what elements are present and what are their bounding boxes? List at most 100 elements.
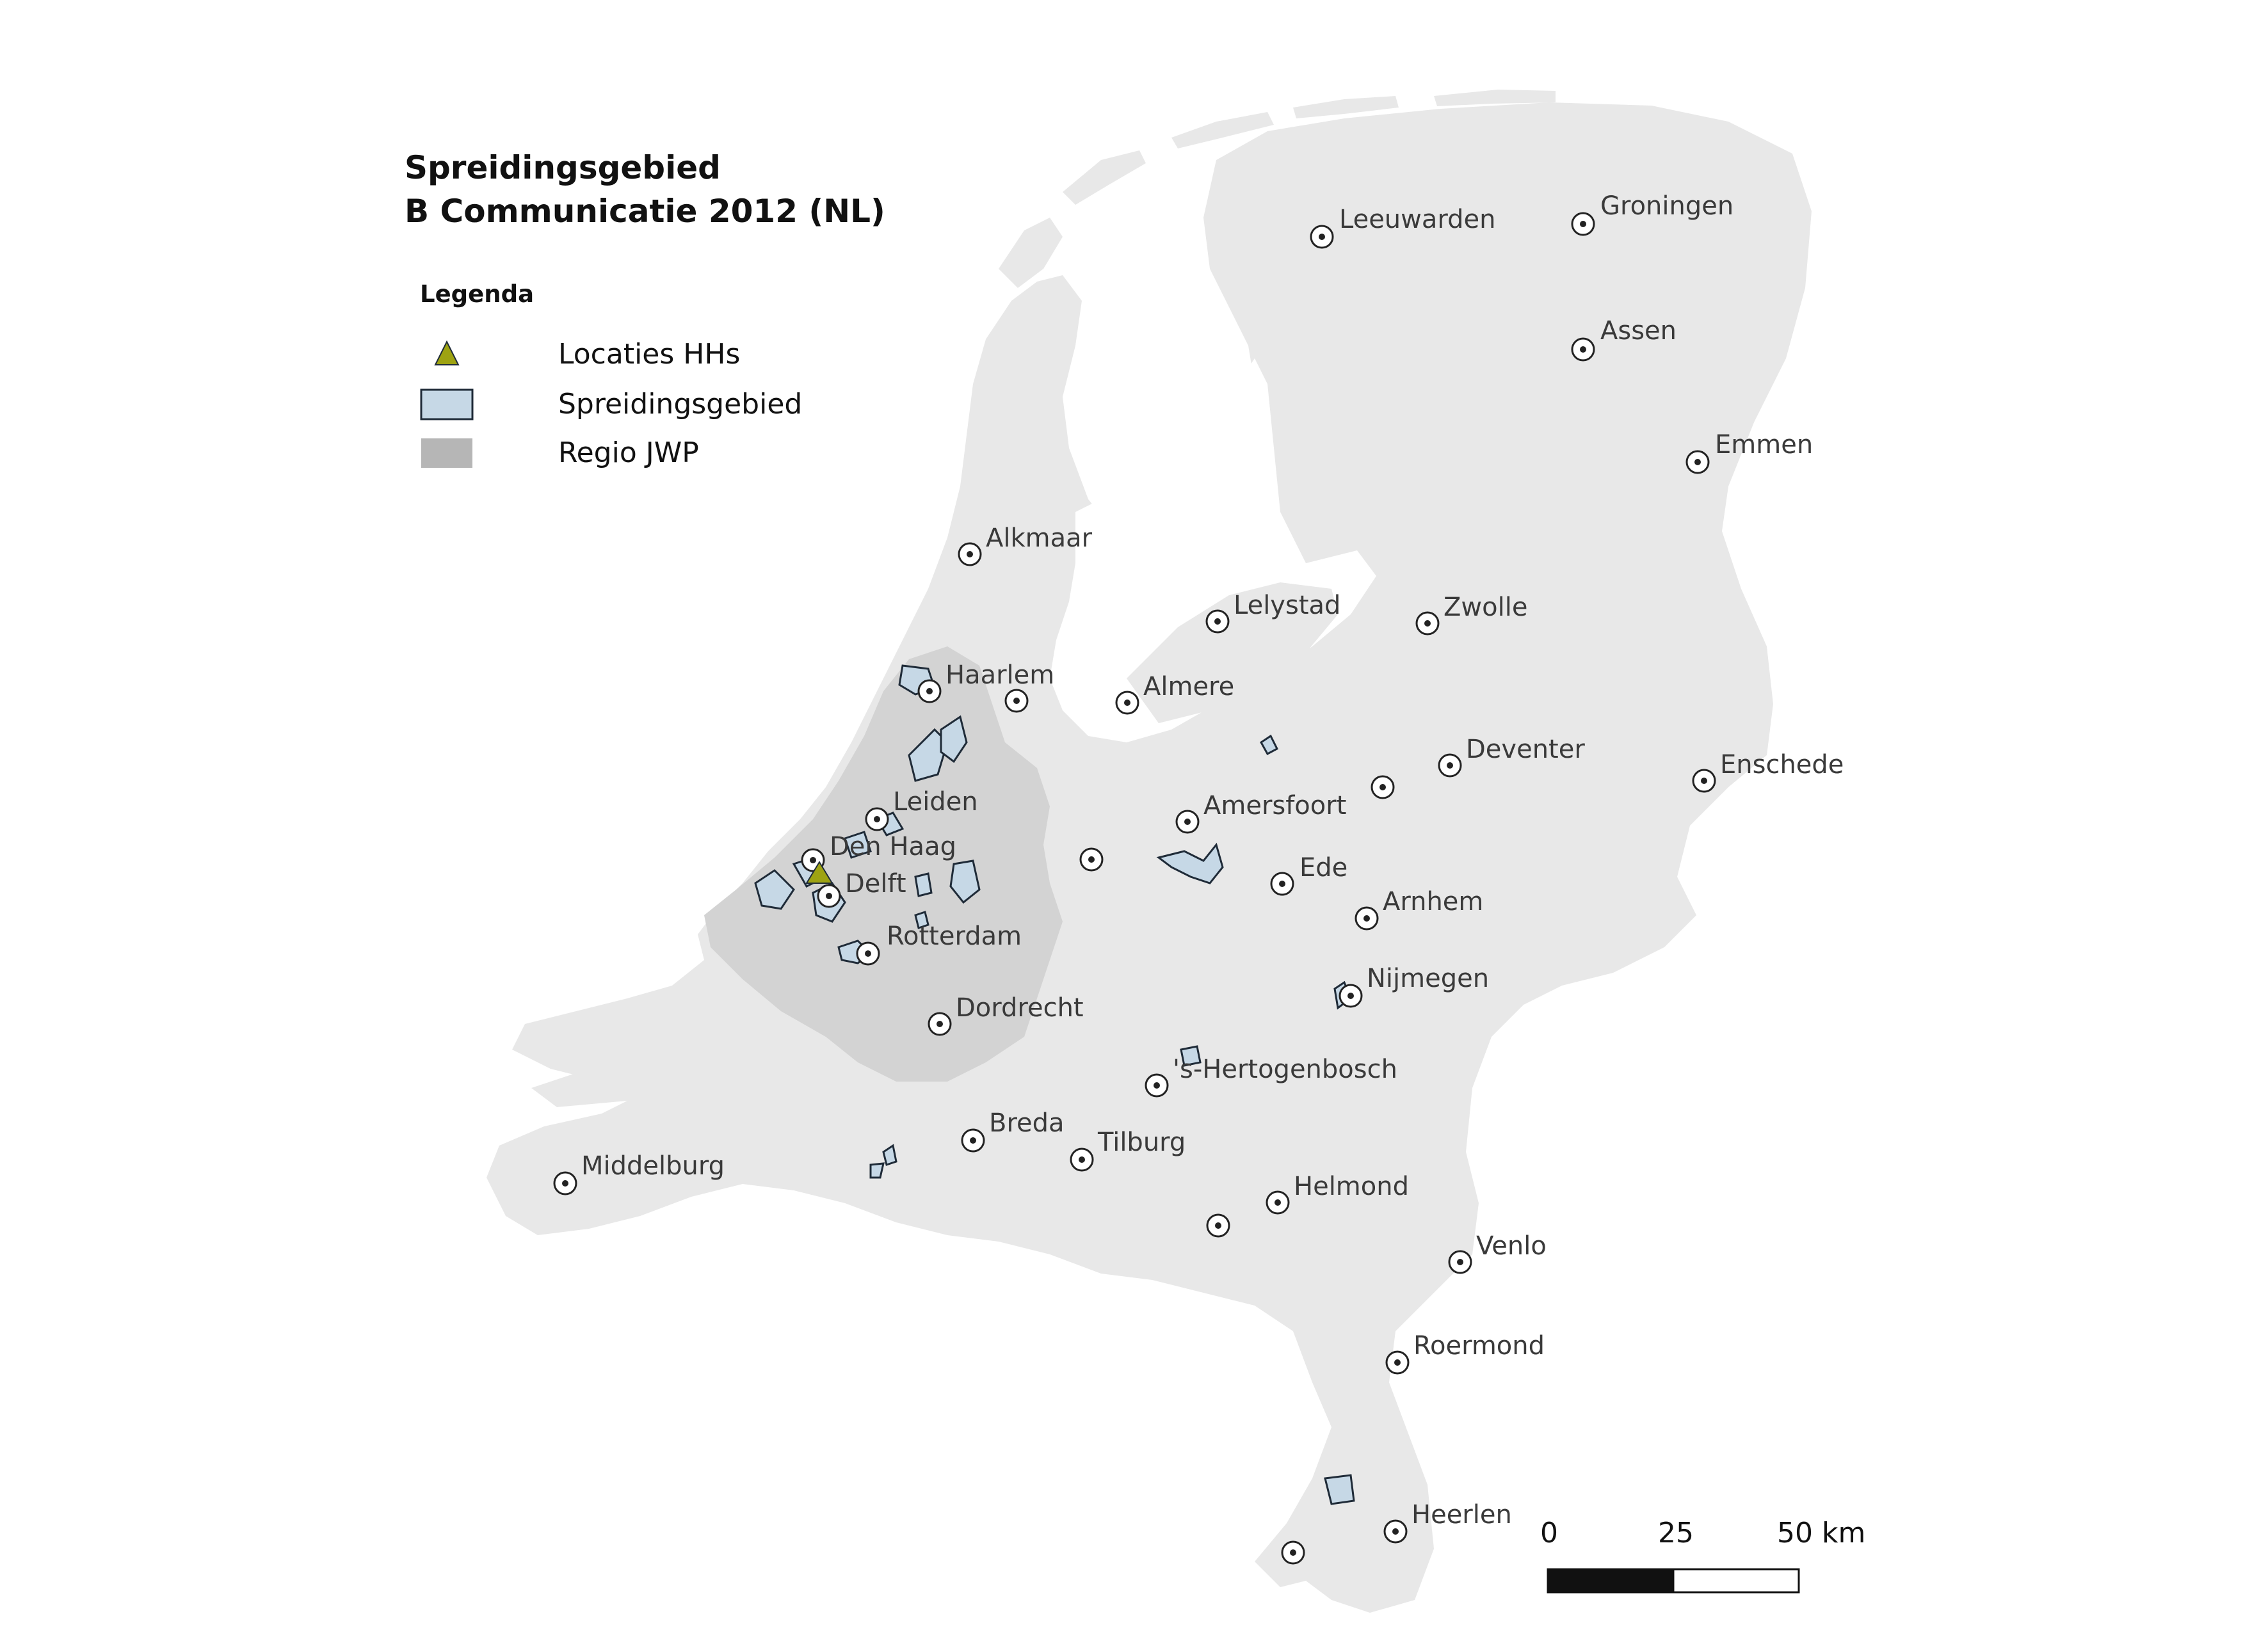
scale-label: 25	[1658, 1517, 1694, 1549]
city-marker: Emmen	[1685, 430, 1813, 474]
city-marker	[1371, 775, 1395, 799]
city-marker: Tilburg	[1070, 1128, 1186, 1172]
city-marker: Leiden	[865, 787, 978, 831]
city-marker: Zwolle	[1415, 593, 1527, 636]
city-label: Rotterdam	[887, 922, 1022, 951]
legend-title: Legenda	[420, 280, 535, 308]
city-label: Middelburg	[581, 1151, 725, 1181]
city-marker	[1281, 1540, 1305, 1565]
city-label: Dordrecht	[956, 993, 1084, 1023]
scale-bar-graphic	[1547, 1568, 1800, 1594]
city-marker: Dordrecht	[928, 993, 1084, 1036]
city-label: Helmond	[1294, 1172, 1409, 1201]
wadden-island	[1171, 112, 1274, 148]
city-marker: Lelystad	[1205, 591, 1340, 634]
spread-area	[844, 831, 872, 859]
city-label: Leiden	[893, 787, 978, 817]
spread-area	[1324, 1474, 1355, 1505]
city-label: Arnhem	[1383, 887, 1483, 916]
city-label: Breda	[989, 1108, 1065, 1138]
zeeland-island	[531, 1056, 691, 1107]
city-marker: Helmond	[1266, 1172, 1409, 1215]
city-label: Delft	[845, 869, 906, 899]
flevoland	[1127, 582, 1338, 723]
city-marker: Amersfoort	[1175, 791, 1346, 834]
city-label: Roermond	[1413, 1331, 1545, 1361]
city-markers: Leeuwarden Groningen Assen Emmen Alkmaar…	[553, 191, 1844, 1565]
city-label: Tilburg	[1097, 1128, 1186, 1157]
city-marker: Arnhem	[1355, 887, 1483, 931]
city-marker: Almere	[1115, 672, 1234, 715]
map-title: Spreidingsgebied B Communicatie 2012 (NL…	[405, 146, 885, 233]
city-label: Nijmegen	[1367, 964, 1489, 993]
city-label: Heerlen	[1411, 1500, 1512, 1530]
city-label: Enschede	[1720, 750, 1844, 780]
spread-area	[914, 872, 933, 897]
legend-label: Regio JWP	[558, 436, 699, 469]
polygon-swatch-icon	[420, 388, 474, 420]
legend-item-regio: Regio JWP	[420, 435, 740, 470]
triangle-icon	[434, 340, 460, 365]
wadden-island	[1434, 90, 1556, 106]
city-marker: Heerlen	[1383, 1500, 1512, 1544]
city-marker: Nijmegen	[1339, 964, 1489, 1008]
regio-jwp	[704, 646, 1063, 1082]
city-marker: 's-Hertogenbosch	[1145, 1055, 1397, 1098]
city-marker: Haarlem	[917, 660, 1054, 703]
spread-area	[949, 859, 981, 904]
city-marker	[1079, 847, 1104, 872]
city-label: 's-Hertogenbosch	[1173, 1055, 1397, 1084]
city-label: Haarlem	[945, 660, 1054, 690]
spread-area	[908, 728, 949, 782]
spread-area	[869, 1162, 885, 1179]
city-marker: Enschede	[1692, 750, 1844, 793]
city-label: Den Haag	[830, 832, 956, 861]
legend-item-locaties: Locaties HHs	[420, 337, 740, 371]
city-label: Ede	[1299, 853, 1347, 883]
spread-area	[914, 911, 929, 929]
city-label: Groningen	[1600, 191, 1733, 221]
city-marker	[1206, 1213, 1230, 1238]
city-label: Assen	[1600, 316, 1677, 346]
legend-label: Spreidingsgebied	[558, 388, 803, 420]
scale-bar: 0 25 50 km	[1540, 1517, 1865, 1600]
city-marker	[1004, 689, 1029, 713]
wadden-island	[999, 218, 1063, 288]
city-label: Lelystad	[1234, 591, 1340, 620]
spread-area	[882, 1144, 897, 1166]
spread-area	[754, 869, 795, 910]
city-marker: Ede	[1270, 853, 1347, 896]
polygon-swatch-icon	[421, 438, 472, 468]
wadden-island	[1293, 96, 1399, 118]
city-label: Alkmaar	[986, 524, 1093, 553]
city-marker: Leeuwarden	[1310, 205, 1495, 249]
city-label: Deventer	[1466, 735, 1585, 764]
legend-item-spreidingsgebied: Spreidingsgebied	[420, 387, 804, 421]
city-marker: Delft	[817, 869, 906, 908]
city-marker: Roermond	[1385, 1331, 1545, 1375]
city-label: Venlo	[1476, 1231, 1547, 1261]
city-marker: Rotterdam	[856, 922, 1022, 966]
city-marker: Alkmaar	[958, 524, 1093, 566]
spread-area	[1260, 734, 1278, 756]
hh-location-marker	[805, 861, 833, 884]
map-title-line1: Spreidingsgebied	[405, 149, 721, 186]
legend-label: Locaties HHs	[558, 338, 741, 371]
city-marker: Groningen	[1571, 191, 1733, 236]
city-marker: Middelburg	[553, 1151, 725, 1195]
map-title-line2: B Communicatie 2012 (NL)	[405, 193, 885, 230]
spread-area	[1180, 1045, 1202, 1067]
wadden-island	[1063, 150, 1146, 205]
city-marker: Breda	[961, 1108, 1065, 1153]
scale-label: 50 km	[1777, 1517, 1866, 1549]
scale-label: 0	[1540, 1517, 1558, 1549]
city-label: Zwolle	[1444, 593, 1527, 622]
spread-area	[1156, 842, 1224, 884]
city-label: Amersfoort	[1203, 791, 1346, 820]
zeeland-island	[499, 1126, 691, 1216]
netherlands-land	[487, 102, 1812, 1613]
city-marker: Deventer	[1438, 735, 1585, 778]
city-marker: Venlo	[1448, 1231, 1547, 1274]
city-label: Emmen	[1715, 430, 1813, 460]
